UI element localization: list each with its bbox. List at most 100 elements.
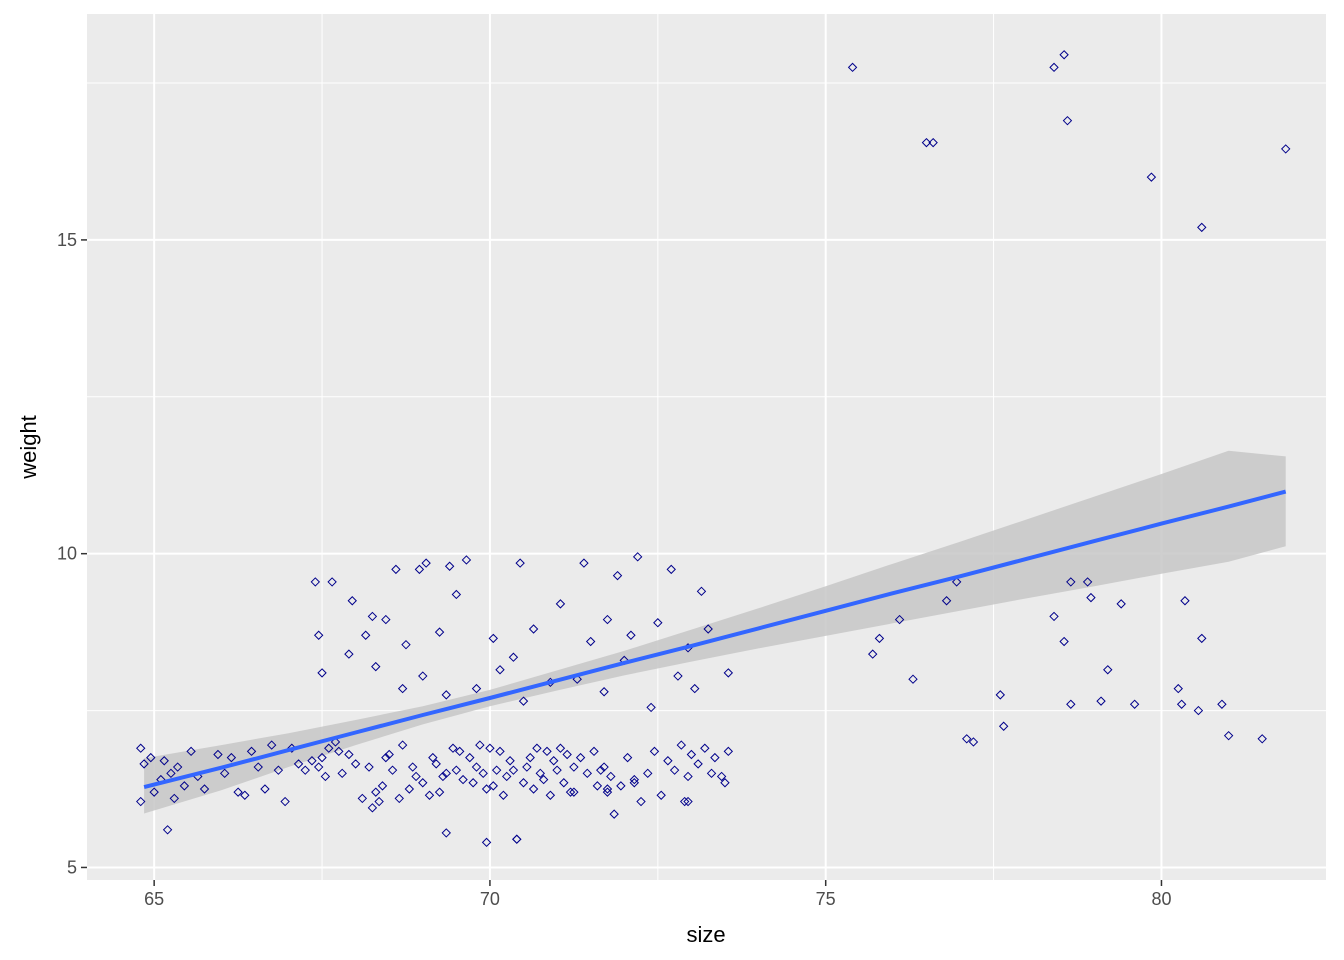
data-point xyxy=(226,752,237,763)
data-point xyxy=(592,781,603,791)
data-point xyxy=(310,577,321,587)
data-point xyxy=(1059,50,1069,60)
data-point xyxy=(868,649,878,659)
data-point xyxy=(337,768,347,779)
data-point xyxy=(847,62,858,73)
data-point xyxy=(716,771,727,782)
data-point xyxy=(656,790,666,800)
data-point xyxy=(538,774,549,785)
data-point xyxy=(1086,592,1096,603)
data-point xyxy=(723,668,734,678)
data-point xyxy=(465,752,475,763)
data-point xyxy=(166,768,176,779)
data-point xyxy=(317,668,327,678)
data-point xyxy=(653,618,663,628)
data-point xyxy=(253,762,263,772)
data-point xyxy=(149,787,159,797)
data-point xyxy=(471,762,482,772)
data-point xyxy=(1066,577,1076,587)
y-axis-title: weight xyxy=(16,415,41,480)
data-point xyxy=(491,765,502,775)
data-point xyxy=(431,759,441,769)
data-point xyxy=(468,778,478,788)
data-point xyxy=(616,781,626,791)
data-point xyxy=(525,752,535,763)
data-point xyxy=(334,746,344,757)
data-point xyxy=(1176,699,1187,709)
data-point xyxy=(908,674,918,684)
data-point xyxy=(293,759,304,769)
data-point xyxy=(414,564,425,575)
data-point xyxy=(481,837,492,848)
data-point xyxy=(418,778,428,788)
data-point xyxy=(1129,699,1140,709)
data-point xyxy=(522,762,532,772)
data-point xyxy=(360,630,371,640)
x-tick-label: 70 xyxy=(480,889,500,909)
data-point xyxy=(371,661,381,672)
data-point xyxy=(407,762,418,772)
data-point xyxy=(1082,577,1093,587)
data-point xyxy=(706,768,717,779)
data-point xyxy=(579,558,589,568)
data-point xyxy=(928,137,938,148)
data-point xyxy=(636,796,646,807)
data-point xyxy=(367,611,378,622)
data-point xyxy=(535,768,545,779)
data-point xyxy=(441,768,451,779)
data-point xyxy=(381,614,391,625)
data-point xyxy=(434,627,445,637)
data-point xyxy=(434,787,445,797)
data-point xyxy=(1217,699,1227,709)
data-point xyxy=(646,702,656,713)
data-point xyxy=(1096,696,1106,706)
data-point xyxy=(240,790,250,800)
confidence-band xyxy=(144,450,1286,814)
data-point xyxy=(411,771,421,782)
data-point xyxy=(448,743,458,753)
data-point xyxy=(690,683,700,694)
data-point xyxy=(552,765,562,775)
data-point xyxy=(404,784,415,794)
data-point xyxy=(894,614,905,625)
data-point xyxy=(1173,683,1183,694)
data-point xyxy=(962,734,972,744)
data-point xyxy=(921,137,932,148)
x-tick-label: 75 xyxy=(816,889,836,909)
data-point xyxy=(471,683,482,694)
data-point xyxy=(649,746,660,757)
data-point xyxy=(458,774,468,785)
data-point xyxy=(1146,172,1157,182)
data-point xyxy=(478,768,488,779)
data-point xyxy=(136,743,146,753)
data-point xyxy=(585,636,596,647)
data-point xyxy=(569,787,579,797)
data-point xyxy=(720,778,730,788)
data-point xyxy=(532,743,542,753)
data-point xyxy=(596,765,606,775)
data-point xyxy=(344,749,354,760)
data-point xyxy=(502,771,512,782)
y-tick-label: 10 xyxy=(57,544,77,564)
data-point xyxy=(528,784,539,794)
data-point xyxy=(481,784,492,794)
data-point xyxy=(364,762,374,772)
data-point xyxy=(397,740,408,750)
trend-line xyxy=(143,489,1287,790)
data-point xyxy=(350,759,361,769)
data-point xyxy=(371,787,381,797)
data-point xyxy=(575,752,586,763)
data-point xyxy=(643,768,653,779)
data-point xyxy=(700,743,710,753)
data-point xyxy=(421,558,431,568)
data-point xyxy=(159,756,169,766)
data-point xyxy=(266,740,277,750)
data-points xyxy=(136,50,1291,848)
data-point xyxy=(995,690,1006,700)
x-tick-label: 65 xyxy=(144,889,164,909)
data-point xyxy=(146,752,156,763)
data-point xyxy=(219,768,230,779)
data-point xyxy=(488,781,498,791)
data-point xyxy=(139,759,149,769)
data-point xyxy=(199,784,210,794)
